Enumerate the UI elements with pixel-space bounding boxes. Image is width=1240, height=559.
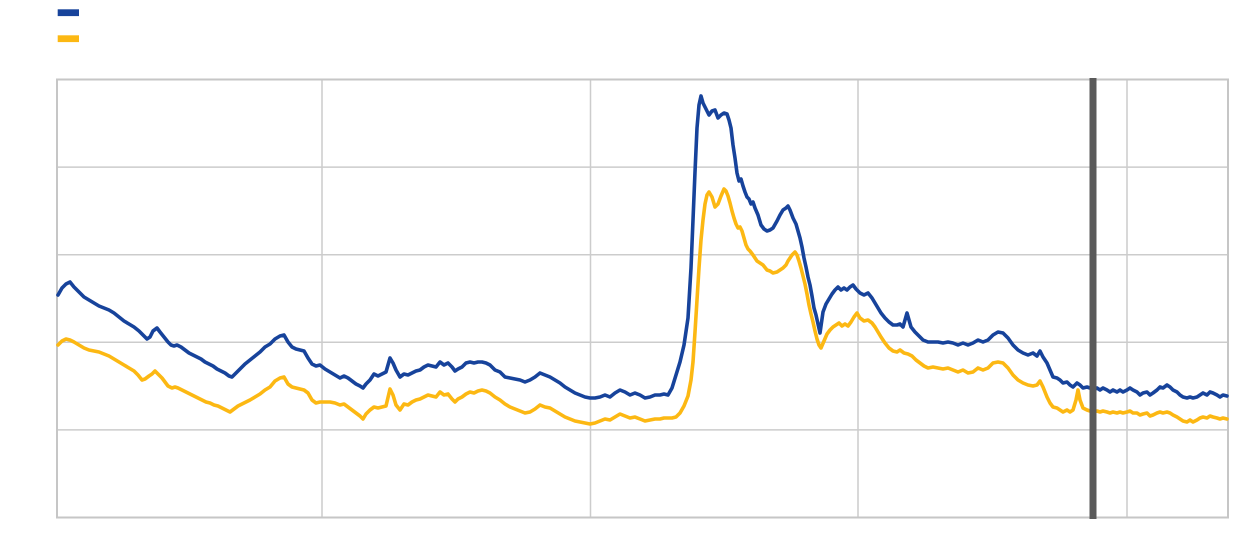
legend-swatch-series-yellow	[57, 35, 79, 43]
series-line-blue	[56, 94, 1229, 400]
vertical-marker-line	[1089, 78, 1097, 519]
plot-border	[56, 78, 1229, 519]
series-line-yellow	[56, 187, 1229, 426]
legend-swatch-series-blue	[57, 9, 79, 17]
